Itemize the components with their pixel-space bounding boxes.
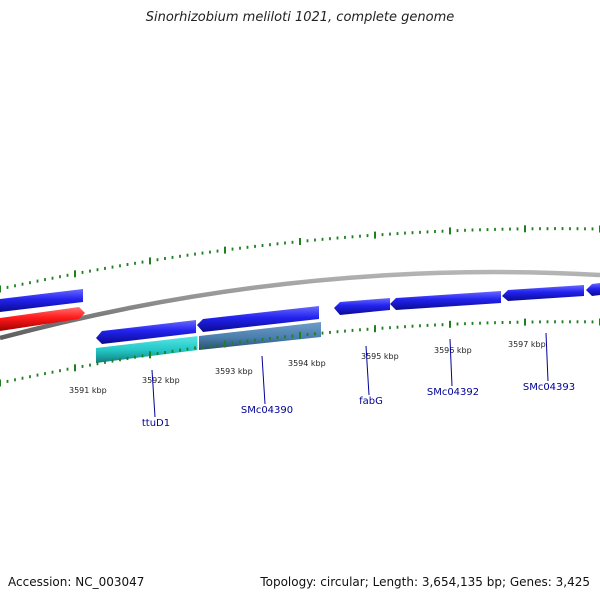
forward-gene-4[interactable] [334, 298, 390, 315]
genome-title: Sinorhizobium meliloti 1021, complete ge… [145, 10, 455, 25]
gene-label-fabG[interactable]: fabG [359, 396, 383, 407]
topology-value: circular [320, 575, 365, 589]
feature-track [96, 322, 321, 363]
genes-value: 3,425 [555, 575, 590, 589]
feature-SMc04390[interactable] [199, 322, 321, 350]
genome-stats: Topology: circular; Length: 3,654,135 bp… [260, 575, 590, 589]
gene-label-leaders [151, 332, 549, 418]
inner-scale-track [0, 318, 600, 387]
accession-label: Accession: [8, 575, 72, 589]
length-value: 3,654,135 bp [421, 575, 502, 589]
ruler-label: 3596 kbp [434, 346, 472, 355]
ruler-label: 3593 kbp [215, 367, 253, 376]
accession-value: NC_003047 [75, 575, 145, 589]
forward-gene-5[interactable] [390, 291, 501, 310]
ruler-label: 3594 kbp [288, 359, 326, 368]
forward-gene-6[interactable] [502, 285, 584, 301]
ruler-labels: 3591 kbp 3592 kbp 3593 kbp 3594 kbp 3595… [69, 340, 546, 395]
forward-gene-1[interactable] [0, 289, 83, 312]
ruler-label: 3595 kbp [361, 352, 399, 361]
ruler-label: 3592 kbp [142, 376, 180, 385]
gene-label-SMc04392[interactable]: SMc04392 [427, 387, 479, 398]
forward-gene-7[interactable] [586, 283, 600, 296]
topology-label: Topology: [260, 575, 317, 589]
ruler-label: 3597 kbp [508, 340, 546, 349]
gene-label-SMc04393[interactable]: SMc04393 [523, 382, 575, 393]
genes-label: Genes: [509, 575, 552, 589]
outer-scale-track [0, 225, 600, 293]
gene-label-ttuD1[interactable]: ttuD1 [142, 418, 170, 429]
gene-label-SMc04390[interactable]: SMc04390 [241, 405, 293, 416]
genome-backbone [0, 269, 600, 341]
feature-ttuD1[interactable] [96, 336, 198, 363]
forward-gene-2[interactable] [96, 320, 196, 344]
length-label: Length: [372, 575, 419, 589]
gene-labels: ttuD1 SMc04390 fabG SMc04392 SMc04393 [142, 382, 575, 429]
accession-info: Accession: NC_003047 [8, 575, 144, 589]
ruler-label: 3591 kbp [69, 386, 107, 395]
forward-gene-3[interactable] [197, 306, 319, 332]
forward-strand-track [0, 283, 600, 344]
reverse-gene[interactable] [0, 307, 85, 331]
